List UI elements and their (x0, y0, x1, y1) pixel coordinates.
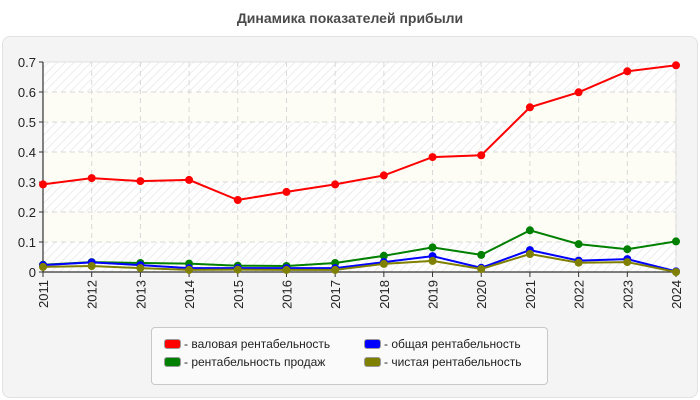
x-tick-label: 2020 (474, 280, 489, 309)
y-tick-label: 0.2 (18, 205, 36, 220)
data-point[interactable] (282, 265, 291, 274)
data-point[interactable] (623, 245, 632, 254)
x-tick-label: 2013 (133, 280, 148, 309)
data-point[interactable] (574, 240, 583, 249)
x-tick-label: 2011 (36, 280, 51, 308)
chart-title: Динамика показателей прибыли (236, 10, 464, 26)
x-tick-label: 2021 (523, 280, 538, 309)
series-line (39, 250, 680, 276)
legend-item-sales: - рентабельность продаж (164, 355, 325, 369)
data-point[interactable] (623, 258, 632, 267)
data-point[interactable] (428, 243, 437, 252)
data-point[interactable] (379, 251, 388, 260)
data-point[interactable] (379, 259, 388, 268)
data-point[interactable] (87, 174, 96, 183)
data-point[interactable] (672, 237, 680, 246)
legend-item-net: - чистая рентабельность (364, 355, 521, 369)
x-tick-label: 2022 (572, 280, 587, 309)
data-point[interactable] (525, 250, 534, 258)
data-point[interactable] (428, 153, 437, 162)
data-point[interactable] (672, 268, 680, 276)
x-tick-label: 2015 (231, 280, 246, 309)
data-point[interactable] (136, 264, 145, 273)
data-point[interactable] (477, 151, 486, 160)
data-point[interactable] (331, 265, 340, 274)
y-tick-label: 0.7 (18, 55, 36, 70)
data-point[interactable] (233, 196, 242, 204)
x-tick-label: 2016 (279, 280, 294, 309)
data-point[interactable] (477, 265, 486, 273)
data-point[interactable] (525, 103, 534, 112)
series-lines (39, 61, 680, 276)
data-point[interactable] (574, 258, 583, 267)
data-point[interactable] (672, 61, 680, 70)
legend-swatch (164, 339, 181, 349)
plot-background (42, 61, 677, 273)
y-tick-label: 0.5 (18, 115, 36, 130)
legend-item-gross: - валовая рентабельность (164, 337, 330, 351)
legend-swatch (364, 357, 381, 367)
x-tick-label: 2017 (328, 280, 343, 309)
data-point[interactable] (623, 67, 632, 76)
data-point[interactable] (331, 180, 340, 189)
y-tick-label: 0 (29, 265, 36, 280)
data-point[interactable] (525, 226, 534, 235)
legend: - валовая рентабельность - общая рентабе… (151, 327, 548, 385)
legend-swatch (164, 357, 181, 367)
x-tick-label: 2024 (669, 280, 684, 309)
y-tick-label: 0.3 (18, 175, 36, 190)
axes: 0 0.1 0.2 0.3 0.4 0.5 0.6 0.7 2011 2012 2013 2014 20… (18, 55, 684, 309)
x-tick-label: 2014 (182, 280, 197, 309)
data-point[interactable] (428, 256, 437, 265)
data-point[interactable] (379, 171, 388, 180)
x-tick-label: 2018 (377, 280, 392, 309)
data-point[interactable] (477, 250, 486, 259)
data-point[interactable] (185, 175, 194, 184)
legend-item-overall: - общая рентабельность (364, 337, 521, 351)
data-point[interactable] (136, 177, 145, 186)
y-tick-label: 0.1 (18, 235, 36, 250)
y-tick-label: 0.6 (18, 85, 36, 100)
x-tick-label: 2019 (426, 280, 441, 309)
data-point[interactable] (39, 180, 47, 189)
grid-lines (43, 62, 677, 272)
x-tick-label: 2023 (620, 280, 635, 309)
series-line (39, 61, 680, 204)
data-point[interactable] (185, 265, 194, 274)
data-point[interactable] (87, 262, 96, 270)
data-point[interactable] (282, 187, 291, 196)
data-point[interactable] (233, 265, 242, 274)
data-point[interactable] (39, 262, 47, 271)
data-point[interactable] (574, 88, 583, 97)
y-tick-label: 0.4 (18, 145, 36, 160)
x-tick-label: 2012 (85, 280, 100, 309)
legend-swatch (364, 339, 381, 349)
